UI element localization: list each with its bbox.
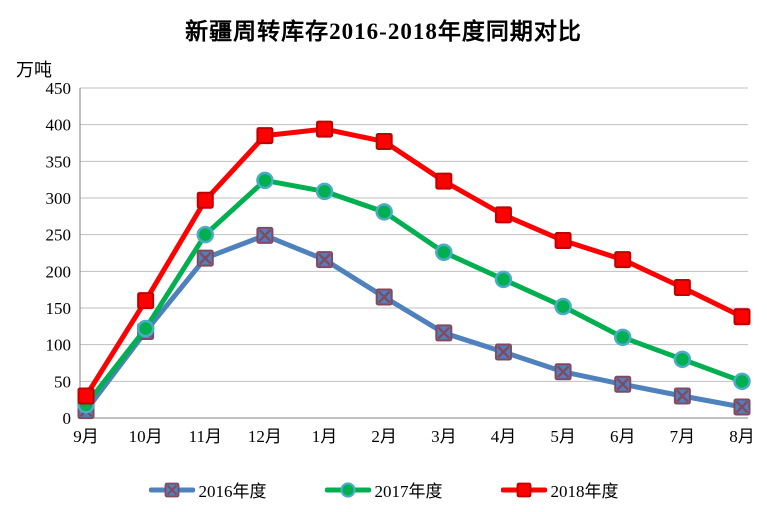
legend-label-2018: 2018年度 [550, 482, 619, 501]
svg-text:450: 450 [46, 79, 72, 98]
svg-text:10月: 10月 [129, 427, 163, 446]
series-2017年度 [77, 171, 751, 414]
svg-text:12月: 12月 [248, 427, 282, 446]
svg-text:11月: 11月 [189, 427, 222, 446]
legend: 2016年度 2017年度 2018年度 [0, 477, 767, 502]
svg-text:6月: 6月 [610, 427, 636, 446]
series-2018年度 [77, 120, 751, 405]
legend-item-2017: 2017年度 [324, 477, 443, 502]
svg-text:100: 100 [46, 336, 72, 355]
svg-text:4月: 4月 [491, 427, 517, 446]
legend-item-2016: 2016年度 [148, 477, 267, 502]
legend-label-2016: 2016年度 [198, 482, 267, 501]
legend-swatch-2017 [324, 481, 371, 498]
svg-text:3月: 3月 [431, 427, 457, 446]
svg-text:200: 200 [46, 262, 72, 281]
svg-text:150: 150 [46, 299, 72, 318]
svg-text:2月: 2月 [371, 427, 397, 446]
svg-text:5月: 5月 [550, 427, 576, 446]
svg-text:9月: 9月 [73, 427, 99, 446]
y-axis-unit-label: 万吨 [16, 60, 52, 80]
svg-text:50: 50 [54, 372, 71, 391]
legend-item-2018: 2018年度 [500, 477, 619, 502]
legend-swatch-2018 [500, 482, 547, 497]
svg-text:7月: 7月 [670, 427, 696, 446]
svg-text:400: 400 [46, 116, 72, 135]
svg-text:300: 300 [46, 189, 72, 208]
svg-text:8月: 8月 [729, 427, 755, 446]
chart-title: 新疆周转库存2016-2018年度同期对比 [185, 19, 582, 44]
series-2016年度 [77, 226, 751, 420]
svg-text:1月: 1月 [312, 427, 338, 446]
legend-label-2017: 2017年度 [374, 482, 443, 501]
svg-text:250: 250 [46, 226, 72, 245]
svg-text:350: 350 [46, 152, 72, 171]
legend-swatch-2016 [148, 482, 195, 497]
svg-text:0: 0 [63, 409, 72, 428]
